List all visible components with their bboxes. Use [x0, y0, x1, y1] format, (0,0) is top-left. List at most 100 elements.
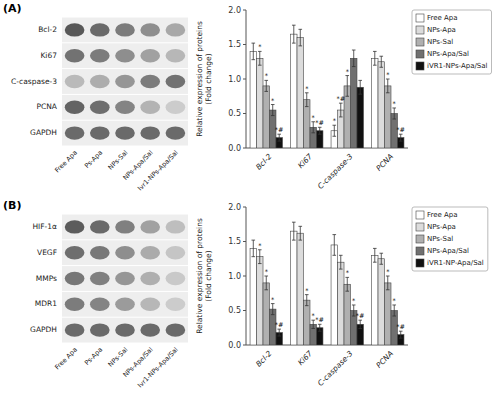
- y-tick-label: 0.0: [228, 144, 241, 153]
- error-line: [374, 51, 375, 65]
- band: [90, 246, 110, 259]
- band: [115, 126, 135, 139]
- band: [115, 49, 135, 62]
- significance-mark: *: [393, 297, 397, 305]
- legend-label: NPs-Apa/Sal: [427, 50, 469, 58]
- blot-background: [62, 17, 188, 146]
- row-separator: [62, 146, 188, 147]
- bar: [338, 262, 344, 345]
- error-bar: [345, 277, 349, 291]
- error-line: [266, 276, 267, 290]
- error-line: [381, 56, 382, 67]
- legend-label: NPs-Sal: [427, 235, 453, 243]
- legend-label: Free Apa: [427, 211, 458, 219]
- band: [166, 298, 186, 311]
- y-tick-label: 1.5: [228, 237, 241, 246]
- error-cap: [386, 92, 390, 93]
- band: [140, 75, 160, 88]
- panel-label: (A): [3, 2, 22, 15]
- band: [140, 101, 160, 114]
- error-cap: [264, 289, 268, 290]
- band: [65, 272, 85, 285]
- error-line: [306, 93, 307, 107]
- error-cap: [258, 65, 262, 66]
- error-line: [353, 305, 354, 316]
- error-bar: [392, 305, 396, 316]
- bar-panel: 0.00.51.01.52.0Relative expression of pr…: [195, 6, 492, 191]
- x-tick-label: Bcl-2: [254, 152, 274, 172]
- row-label: Ki67: [40, 51, 57, 60]
- x-tick-label: Bcl-2: [254, 349, 274, 369]
- error-line: [313, 320, 314, 328]
- band: [90, 126, 110, 139]
- significance-mark: *: [333, 117, 337, 125]
- significance-mark: *: [305, 287, 309, 295]
- x-tick-label: C-caspase-3: [316, 349, 355, 388]
- bar: [378, 259, 384, 345]
- error-line: [334, 235, 335, 256]
- error-bar: [271, 304, 275, 315]
- significance-mark: *: [346, 68, 350, 76]
- error-bar: [277, 134, 281, 141]
- blot-panel: (B)HIF-1αVEGFMMPsMDR1GAPDHFree ApaPs-Apa…: [3, 199, 188, 389]
- y-axis-label: Relative expression of proteins(Fold cha…: [195, 218, 213, 334]
- error-cap: [277, 336, 281, 337]
- legend: Free ApaNPs-ApaNPs-SalNPs-Apa/SaliVR1-NP…: [412, 10, 492, 74]
- error-cap: [311, 132, 315, 133]
- y-tick-label: 1.0: [228, 75, 241, 84]
- significance-mark: *#: [396, 126, 405, 134]
- error-line: [272, 105, 273, 116]
- band: [115, 220, 135, 233]
- y-axis-label-line: Relative expression of proteins: [195, 21, 204, 137]
- legend-swatch: [416, 62, 424, 70]
- error-line: [279, 134, 280, 141]
- band: [166, 272, 186, 285]
- error-cap: [339, 269, 343, 270]
- row-separator: [62, 239, 188, 240]
- error-cap: [358, 328, 362, 329]
- significance-mark: *#: [336, 95, 345, 103]
- legend-swatch: [416, 211, 424, 219]
- error-cap: [352, 50, 356, 51]
- error-bar: [345, 76, 349, 97]
- x-tick-label: Ki67: [296, 152, 314, 170]
- error-line: [259, 51, 260, 65]
- band: [140, 272, 160, 285]
- band: [140, 323, 160, 336]
- error-cap: [373, 51, 377, 52]
- error-bar: [264, 276, 268, 290]
- error-bar: [298, 29, 302, 46]
- error-bar: [339, 255, 343, 269]
- row-label: C-caspase-3: [11, 77, 57, 86]
- blot-background: [62, 214, 188, 343]
- error-cap: [292, 43, 296, 44]
- lane-label: Free Apa: [53, 346, 79, 372]
- lane-label: Free Apa: [53, 149, 79, 175]
- bar: [331, 245, 337, 345]
- bar: [263, 86, 269, 148]
- error-line: [347, 277, 348, 291]
- band: [140, 126, 160, 139]
- significance-mark: *: [386, 71, 390, 79]
- significance-mark: *#: [315, 316, 324, 324]
- legend: Free ApaNPs-ApaNPs-SalNPs-Apa/SaliVR1-NP…: [412, 207, 488, 271]
- error-cap: [332, 136, 336, 137]
- error-cap: [339, 116, 343, 117]
- error-cap: [392, 316, 396, 317]
- y-axis: [246, 207, 247, 345]
- row-label: MMPs: [36, 274, 57, 283]
- band: [166, 323, 186, 336]
- row-separator: [62, 291, 188, 292]
- error-cap: [399, 338, 403, 339]
- row-separator: [62, 343, 188, 344]
- plot-area: [250, 222, 404, 345]
- legend-label: iVR1-NPs-Apa/Sal: [427, 62, 488, 70]
- row-separator: [62, 317, 188, 318]
- band: [166, 246, 186, 259]
- row-separator: [62, 265, 188, 266]
- error-cap: [251, 240, 255, 241]
- error-cap: [298, 45, 302, 46]
- bar: [372, 255, 378, 345]
- legend-swatch: [416, 223, 424, 231]
- bar: [257, 257, 263, 345]
